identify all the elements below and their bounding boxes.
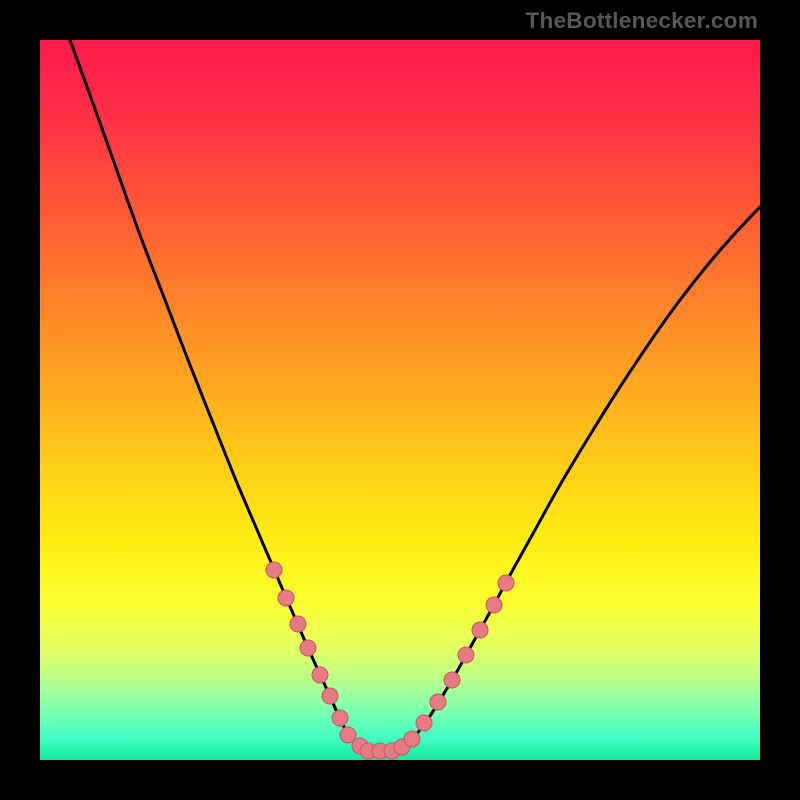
curve-marker [404, 731, 420, 747]
bottleneck-curve [70, 40, 760, 751]
curve-marker [300, 640, 316, 656]
curve-marker [312, 667, 328, 683]
curve-marker [322, 688, 338, 704]
curve-marker [290, 616, 306, 632]
curve-markers-group [266, 562, 514, 759]
curve-marker [458, 647, 474, 663]
watermark-text: TheBottlenecker.com [526, 8, 758, 34]
curve-marker [278, 590, 294, 606]
curve-layer [40, 40, 760, 760]
chart-frame: TheBottlenecker.com [0, 0, 800, 800]
curve-marker [430, 694, 446, 710]
curve-marker [332, 710, 348, 726]
curve-marker [486, 597, 502, 613]
curve-marker [416, 715, 432, 731]
curve-marker [498, 575, 514, 591]
curve-marker [444, 672, 460, 688]
curve-marker [472, 622, 488, 638]
plot-area [40, 40, 760, 760]
curve-marker [266, 562, 282, 578]
